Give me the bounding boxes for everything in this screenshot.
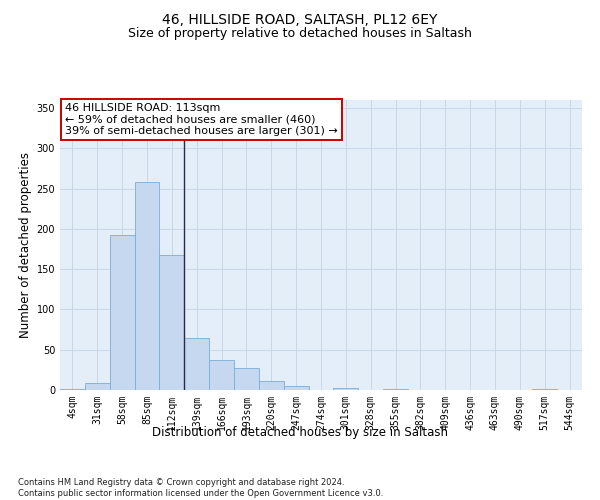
Bar xyxy=(110,236,134,390)
Bar xyxy=(284,386,308,390)
Bar xyxy=(134,182,160,390)
Bar xyxy=(85,383,110,390)
Bar xyxy=(184,338,209,390)
Bar xyxy=(209,360,234,390)
Text: Contains HM Land Registry data © Crown copyright and database right 2024.
Contai: Contains HM Land Registry data © Crown c… xyxy=(18,478,383,498)
Bar xyxy=(234,368,259,390)
Bar xyxy=(60,389,85,390)
Text: Distribution of detached houses by size in Saltash: Distribution of detached houses by size … xyxy=(152,426,448,439)
Bar xyxy=(334,388,358,390)
Bar xyxy=(383,389,408,390)
Bar xyxy=(160,254,184,390)
Text: 46 HILLSIDE ROAD: 113sqm
← 59% of detached houses are smaller (460)
39% of semi-: 46 HILLSIDE ROAD: 113sqm ← 59% of detach… xyxy=(65,103,338,136)
Bar xyxy=(532,389,557,390)
Bar xyxy=(259,381,284,390)
Text: Size of property relative to detached houses in Saltash: Size of property relative to detached ho… xyxy=(128,28,472,40)
Y-axis label: Number of detached properties: Number of detached properties xyxy=(19,152,32,338)
Text: 46, HILLSIDE ROAD, SALTASH, PL12 6EY: 46, HILLSIDE ROAD, SALTASH, PL12 6EY xyxy=(163,12,437,26)
